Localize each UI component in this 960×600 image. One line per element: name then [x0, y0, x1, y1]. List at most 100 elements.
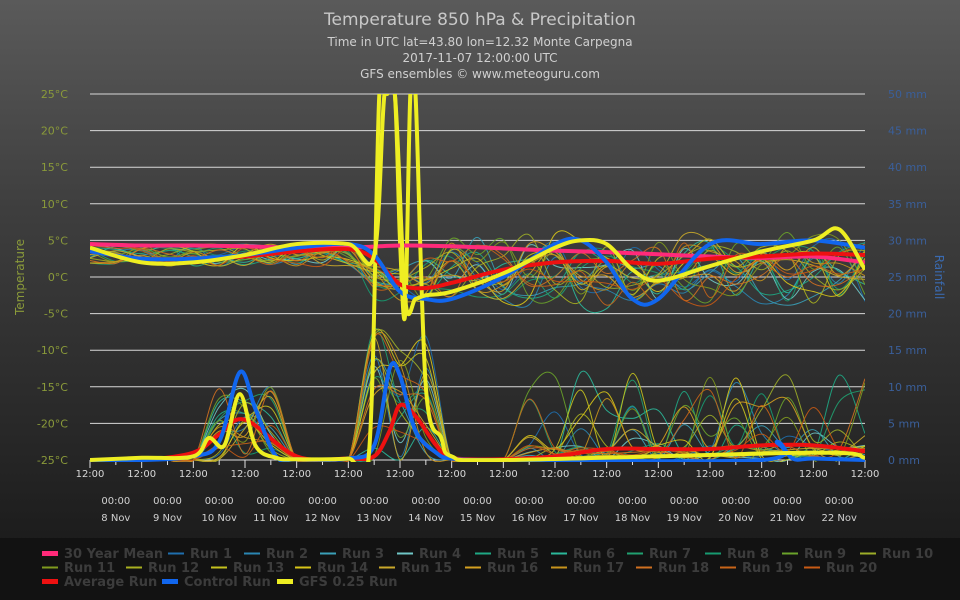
legend-label: Run 17 [573, 561, 624, 576]
legend-item[interactable]: Run 9 [782, 547, 846, 562]
legend-item[interactable]: Run 13 [211, 561, 284, 576]
legend-label: Run 10 [882, 547, 933, 562]
legend-item[interactable]: Average Run [42, 575, 157, 590]
x-axis-ticks: 12:00 12:00 12:00 12:00 12:00 12:00 12:00 12:00… [76, 459, 880, 524]
x-tick-label: 12:00 [541, 469, 570, 480]
legend-item[interactable]: Run 1 [168, 547, 232, 562]
x-date-label: 8 Nov [101, 513, 130, 524]
y-tick-right-label: 0 mm [888, 454, 920, 467]
x-midnight-label: 00:00 [825, 496, 854, 507]
legend-label: Run 6 [573, 547, 615, 562]
legend-swatch [720, 566, 736, 569]
y-axis-left-title: Temperature [13, 239, 27, 316]
legend-swatch [475, 552, 491, 555]
legend-swatch [860, 552, 876, 555]
legend-label: Run 12 [148, 561, 199, 576]
legend-item[interactable]: Run 6 [551, 547, 615, 562]
legend-item[interactable]: Run 3 [320, 547, 384, 562]
legend-label: Run 7 [649, 547, 691, 562]
x-midnight-label: 00:00 [618, 496, 647, 507]
x-date-label: 21 Nov [770, 513, 806, 524]
y-tick-right-label: 45 mm [888, 125, 927, 138]
legend-item[interactable]: Run 11 [42, 561, 115, 576]
run-rainfall-line [90, 332, 865, 462]
x-date-label: 22 Nov [821, 513, 857, 524]
run-temperature-line [90, 238, 865, 297]
run-rainfall-line [90, 337, 865, 462]
legend-swatch [705, 552, 721, 555]
x-date-label: 19 Nov [666, 513, 702, 524]
legend-item[interactable]: Run 18 [636, 561, 709, 576]
legend-swatch [804, 566, 820, 569]
y-axis-left-ticks: 25°C 20°C 15°C 10°C 5°C 0°C -5°C -10°C -15°C -20°… [37, 88, 68, 467]
run-temperature-line [90, 231, 865, 304]
y-tick-left-label: 15°C [41, 161, 68, 174]
y-tick-right-label: 50 mm [888, 88, 927, 101]
legend-swatch [320, 552, 336, 555]
legend-label: Run 11 [64, 561, 115, 576]
legend-item[interactable]: Run 17 [551, 561, 624, 576]
legend-swatch [211, 566, 227, 569]
legend-label: Run 13 [233, 561, 284, 576]
y-tick-right-label: 25 mm [888, 271, 927, 284]
legend-item[interactable]: Run 19 [720, 561, 793, 576]
x-tick-label: 12:00 [592, 469, 621, 480]
rainfall-line-control-run [90, 360, 865, 462]
legend-item[interactable]: Run 2 [244, 547, 308, 562]
run-temperature-line [90, 237, 865, 302]
legend-label: Run 16 [487, 561, 538, 576]
x-tick-label: 12:00 [231, 469, 260, 480]
x-midnight-label: 00:00 [256, 496, 285, 507]
x-date-label: 10 Nov [201, 513, 237, 524]
chart-title: Temperature 850 hPa & Precipitation [323, 10, 636, 30]
y-tick-left-label: 20°C [41, 125, 68, 138]
legend-item[interactable]: Run 12 [126, 561, 199, 576]
x-tick-label: 12:00 [437, 469, 466, 480]
legend-swatch [295, 566, 311, 569]
legend-swatch [379, 566, 395, 569]
y-tick-right-label: 20 mm [888, 308, 927, 321]
legend-swatch [551, 566, 567, 569]
legend-item[interactable]: Run 16 [465, 561, 538, 576]
legend-label: Run 2 [266, 547, 308, 562]
legend-item[interactable]: Control Run [162, 575, 271, 590]
legend-swatch [551, 552, 567, 555]
legend-item[interactable]: Run 5 [475, 547, 539, 562]
legend-item[interactable]: Run 7 [627, 547, 691, 562]
x-tick-label: 12:00 [76, 469, 105, 480]
y-tick-left-label: -20°C [37, 417, 68, 430]
x-tick-label: 12:00 [851, 469, 880, 480]
x-midnight-label: 00:00 [411, 496, 440, 507]
x-tick-label: 12:00 [696, 469, 725, 480]
legend-swatch [397, 552, 413, 555]
x-midnight-label: 00:00 [463, 496, 492, 507]
y-axis-right-ticks: 50 mm 45 mm 40 mm 35 mm 30 mm 25 mm 20 mm 15 mm… [888, 88, 927, 467]
legend-item[interactable]: Run 15 [379, 561, 452, 576]
legend-label: Run 15 [401, 561, 452, 576]
x-date-label: 12 Nov [305, 513, 341, 524]
legend-item[interactable]: Run 20 [804, 561, 877, 576]
legend-label: Run 18 [658, 561, 709, 576]
y-tick-left-label: 10°C [41, 198, 68, 211]
y-tick-right-label: 10 mm [888, 381, 927, 394]
legend-label: Run 1 [190, 547, 232, 562]
legend-item[interactable]: 30 Year Mean [42, 547, 163, 562]
y-tick-right-label: 40 mm [888, 161, 927, 174]
y-tick-left-label: -25°C [37, 454, 68, 467]
x-tick-label: 12:00 [799, 469, 828, 480]
legend-item[interactable]: Run 8 [705, 547, 769, 562]
legend-swatch [126, 566, 142, 569]
legend-item[interactable]: Run 10 [860, 547, 933, 562]
legend-label: Run 14 [317, 561, 368, 576]
legend-label: Average Run [64, 575, 157, 590]
x-tick-label: 12:00 [127, 469, 156, 480]
legend-item[interactable]: GFS 0.25 Run [277, 575, 398, 590]
y-tick-left-label: 25°C [41, 88, 68, 101]
legend-swatch [465, 566, 481, 569]
x-date-label: 14 Nov [408, 513, 444, 524]
legend-item[interactable]: Run 14 [295, 561, 368, 576]
legend-item[interactable]: Run 4 [397, 547, 461, 562]
legend-swatch [277, 579, 293, 584]
legend-swatch [42, 551, 58, 556]
legend-label: Run 3 [342, 547, 384, 562]
